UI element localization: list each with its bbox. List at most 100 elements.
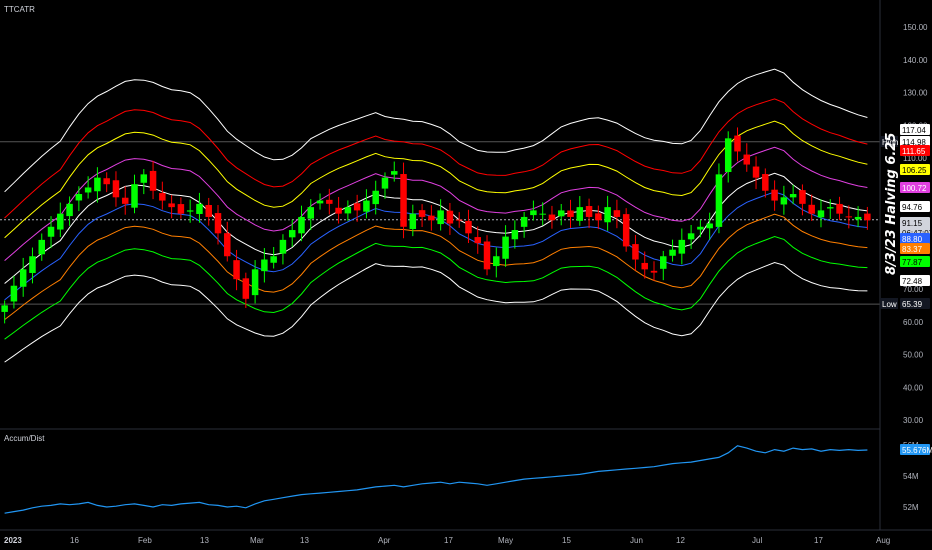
band-yellow (4, 120, 868, 239)
time-tick-label: Jul (752, 536, 762, 545)
candle (632, 235, 639, 271)
candlesticks (1, 127, 871, 324)
candle (214, 204, 222, 245)
indicator-axis[interactable]: 56M54M52M55.676M (900, 441, 932, 512)
price-tag: 83.37 (900, 243, 930, 254)
band-red (4, 98, 868, 219)
price-tag-value: 77.87 (902, 258, 923, 267)
candle (483, 235, 491, 276)
candle (669, 239, 676, 262)
candle (298, 205, 305, 242)
candle (502, 225, 509, 267)
accum-dist-line (4, 445, 868, 514)
band-blue (4, 191, 868, 301)
candle (242, 272, 250, 308)
candle (474, 226, 481, 254)
candle (771, 180, 778, 211)
time-tick-label: 13 (300, 536, 309, 545)
candle (19, 257, 27, 297)
price-tag-value: 65.39 (902, 300, 923, 309)
candle (363, 189, 370, 219)
candle (678, 228, 686, 265)
band-white-mid (4, 172, 868, 284)
candle (697, 220, 704, 238)
candle (660, 250, 667, 281)
time-tick-label: Jun (630, 536, 643, 545)
candle (29, 247, 36, 284)
candle (864, 206, 871, 230)
price-tag-value: 114.98 (902, 138, 926, 147)
price-tick-label: 130.00 (903, 89, 928, 98)
candle (455, 212, 463, 228)
candle (47, 216, 55, 249)
candle (372, 180, 379, 215)
price-tag: 106.25 (900, 164, 930, 175)
candle (428, 205, 435, 231)
band-outer-lower (4, 261, 868, 363)
candle (66, 196, 73, 226)
candle (279, 234, 287, 265)
candle (159, 181, 166, 210)
candle (687, 224, 695, 249)
candle (121, 186, 129, 215)
candle (854, 206, 862, 228)
candle (75, 186, 83, 212)
candle (734, 127, 741, 162)
time-tick-label: Apr (378, 536, 391, 545)
candle (335, 196, 342, 224)
price-tag: 88.80 (900, 233, 930, 244)
candle (391, 161, 398, 182)
time-axis[interactable]: 2023 16 Feb 13 Mar 13 Apr 17 May 15 Jun 12 Jul 17 Aug (4, 536, 890, 545)
candle (827, 199, 834, 220)
accum-dist-series (4, 445, 868, 514)
band-outer-upper (4, 68, 868, 193)
candle (650, 261, 658, 281)
candle (641, 251, 648, 279)
price-tag-value: 88.80 (902, 235, 923, 244)
candle (288, 219, 296, 247)
price-axis-tags: High 114.98 117.04 111.65 106.25 100.72 94.76 9… (880, 124, 932, 309)
candle (557, 203, 565, 226)
price-tag: 77.87 (900, 256, 930, 267)
candle (344, 200, 352, 221)
candle (576, 196, 584, 226)
candle (789, 184, 797, 205)
candle (808, 194, 815, 221)
candle (743, 143, 751, 172)
indicator-value-label: 55.676M (902, 446, 932, 455)
price-tag-prefix: High (882, 138, 898, 147)
price-tag: 94.76 (900, 201, 930, 212)
band-magenta (4, 146, 868, 261)
candle (168, 195, 175, 219)
candle (205, 197, 212, 226)
time-tick-label: 17 (814, 536, 823, 545)
time-tick-label: Feb (138, 536, 152, 545)
candle (622, 208, 630, 252)
price-tick-label: 30.00 (903, 416, 924, 425)
price-tag-value: 111.65 (902, 147, 926, 156)
price-tag: 72.48 (900, 275, 930, 286)
price-tag: Low 65.39 (880, 298, 930, 309)
time-tick-label: 2023 (4, 536, 22, 545)
candle (251, 260, 259, 304)
indicator-tick-label: 52M (903, 503, 919, 512)
time-tick-label: 13 (200, 536, 209, 545)
time-tick-label: May (498, 536, 513, 545)
candle (511, 220, 519, 249)
candle (400, 162, 407, 239)
symbol-title: TTCATR (4, 5, 35, 14)
candle (418, 204, 426, 227)
price-tick-label: 110.00 (903, 154, 927, 163)
time-tick-label: Mar (250, 536, 264, 545)
candle (103, 172, 110, 193)
candle (465, 209, 472, 244)
band-orange (4, 213, 868, 320)
candle (140, 169, 148, 195)
candle (613, 199, 621, 229)
price-tag: High 114.98 (880, 136, 930, 147)
envelope-bands (4, 68, 868, 363)
candle (131, 174, 138, 214)
candle (437, 199, 444, 231)
